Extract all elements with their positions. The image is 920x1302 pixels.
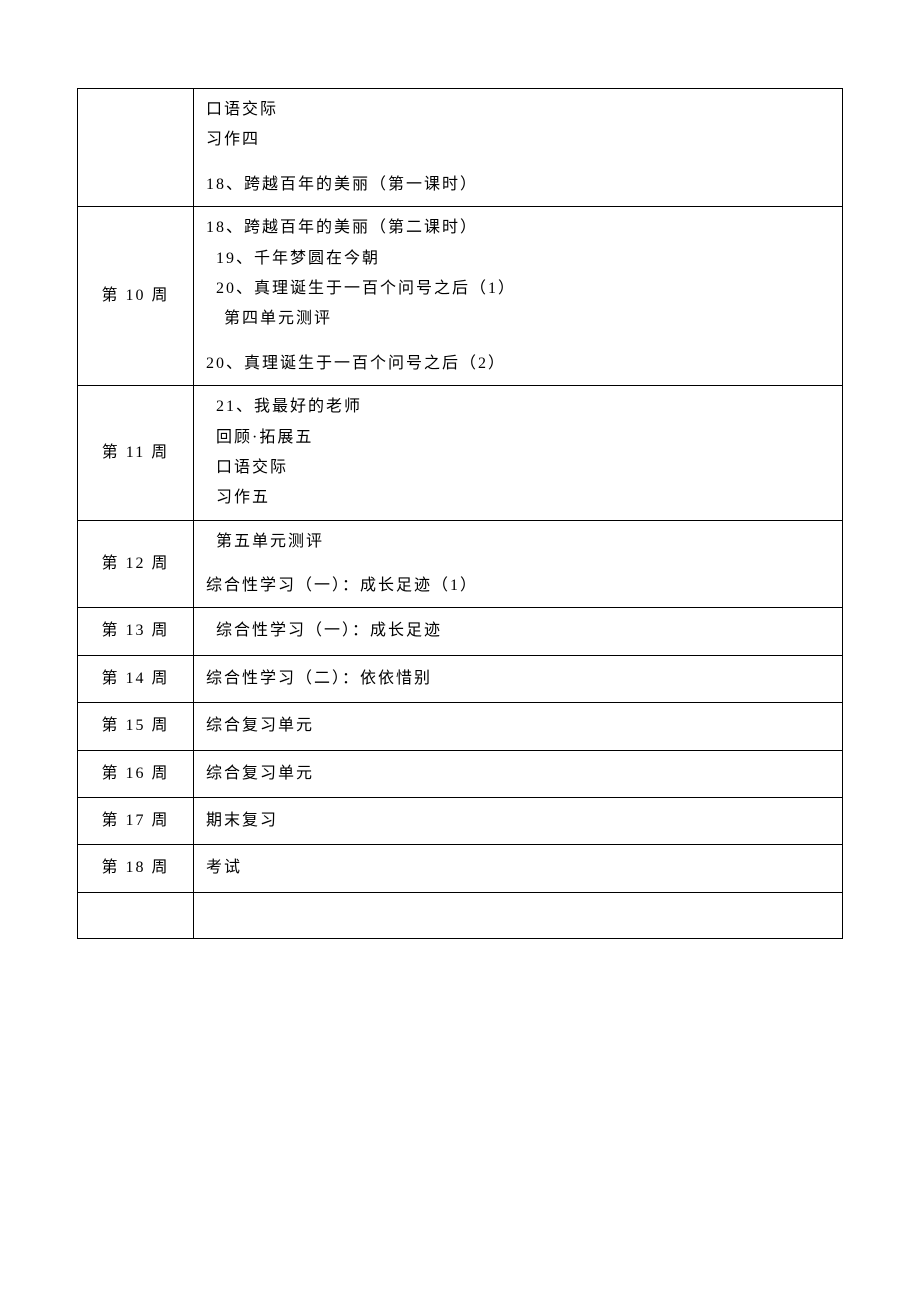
week-cell: 第 15 周 (78, 703, 194, 750)
content-line: 18、跨越百年的美丽（第一课时） (206, 170, 834, 200)
content-line: 21、我最好的老师 (206, 392, 834, 422)
table-row: 第 16 周综合复习单元 (78, 750, 843, 797)
content-line: 综合复习单元 (206, 711, 834, 741)
content-line: 习作四 (206, 125, 834, 155)
content-cell: 综合复习单元 (194, 750, 843, 797)
content-line: 考试 (206, 853, 834, 883)
content-line: 口语交际 (206, 95, 834, 125)
content-line: 期末复习 (206, 806, 834, 836)
content-line: 20、真理诞生于一百个问号之后（1） (206, 274, 834, 304)
week-cell: 第 18 周 (78, 845, 194, 892)
content-line: 口语交际 (206, 453, 834, 483)
content-cell: 第五单元测评综合性学习（一）：成长足迹（1） (194, 520, 843, 608)
table-row: 第 15 周综合复习单元 (78, 703, 843, 750)
table-row: 第 17 周期末复习 (78, 798, 843, 845)
table-row: 第 14 周综合性学习（二）：依依惜别 (78, 655, 843, 702)
table-row: 第 12 周第五单元测评综合性学习（一）：成长足迹（1） (78, 520, 843, 608)
week-cell (78, 892, 194, 938)
table-row: 第 18 周考试 (78, 845, 843, 892)
content-cell: 18、跨越百年的美丽（第二课时）19、千年梦圆在今朝20、真理诞生于一百个问号之… (194, 207, 843, 386)
content-line (206, 335, 834, 349)
week-cell: 第 10 周 (78, 207, 194, 386)
table-row: 第 13 周综合性学习（一）：成长足迹 (78, 608, 843, 655)
content-cell (194, 892, 843, 938)
content-cell: 综合复习单元 (194, 703, 843, 750)
content-line (206, 557, 834, 571)
content-line: 综合性学习（二）：依依惜别 (206, 664, 834, 694)
content-line: 18、跨越百年的美丽（第二课时） (206, 213, 834, 243)
content-line: 综合性学习（一）：成长足迹 (206, 616, 834, 646)
schedule-tbody: 口语交际习作四18、跨越百年的美丽（第一课时）第 10 周18、跨越百年的美丽（… (78, 89, 843, 939)
content-line: 19、千年梦圆在今朝 (206, 244, 834, 274)
week-cell (78, 89, 194, 207)
content-line: 20、真理诞生于一百个问号之后（2） (206, 349, 834, 379)
content-cell: 考试 (194, 845, 843, 892)
week-cell: 第 16 周 (78, 750, 194, 797)
table-row (78, 892, 843, 938)
content-line (206, 156, 834, 170)
table-row: 第 10 周18、跨越百年的美丽（第二课时）19、千年梦圆在今朝20、真理诞生于… (78, 207, 843, 386)
week-cell: 第 12 周 (78, 520, 194, 608)
content-line: 第五单元测评 (206, 527, 834, 557)
schedule-table: 口语交际习作四18、跨越百年的美丽（第一课时）第 10 周18、跨越百年的美丽（… (77, 88, 843, 939)
content-cell: 期末复习 (194, 798, 843, 845)
week-cell: 第 17 周 (78, 798, 194, 845)
week-cell: 第 11 周 (78, 386, 194, 521)
week-cell: 第 13 周 (78, 608, 194, 655)
content-line: 第四单元测评 (206, 304, 834, 334)
week-cell: 第 14 周 (78, 655, 194, 702)
table-row: 第 11 周21、我最好的老师回顾·拓展五口语交际习作五 (78, 386, 843, 521)
content-line: 回顾·拓展五 (206, 423, 834, 453)
content-cell: 综合性学习（二）：依依惜别 (194, 655, 843, 702)
content-cell: 21、我最好的老师回顾·拓展五口语交际习作五 (194, 386, 843, 521)
content-line: 习作五 (206, 483, 834, 513)
content-line: 综合性学习（一）：成长足迹（1） (206, 571, 834, 601)
content-cell: 综合性学习（一）：成长足迹 (194, 608, 843, 655)
table-row: 口语交际习作四 18、跨越百年的美丽（第一课时） (78, 89, 843, 207)
content-line: 综合复习单元 (206, 759, 834, 789)
content-cell: 口语交际习作四 18、跨越百年的美丽（第一课时） (194, 89, 843, 207)
